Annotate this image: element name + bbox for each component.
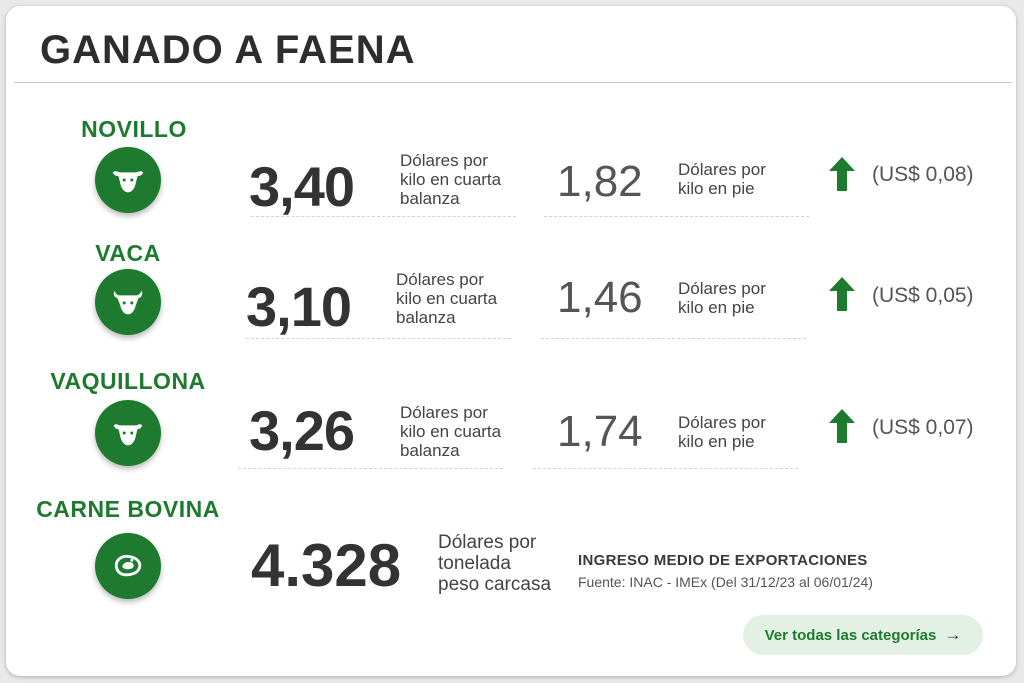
divider — [533, 468, 798, 469]
divider — [541, 338, 806, 339]
vaca-live-unit: Dólares por kilo en pie — [678, 279, 766, 317]
novillo-live-unit: Dólares por kilo en pie — [678, 160, 766, 198]
export-income-title: INGRESO MEDIO DE EXPORTACIONES — [578, 552, 868, 569]
page-title: GANADO A FAENA — [40, 28, 416, 72]
vaquillona-carcass-unit: Dólares por kilo en cuarta balanza — [400, 403, 502, 460]
novillo-change: (US$ 0,08) — [872, 163, 974, 186]
heifer-icon — [95, 400, 161, 466]
divider — [544, 216, 809, 217]
category-label-vaca: VACA — [95, 240, 161, 266]
view-all-categories-label: Ver todas las categorías — [764, 626, 937, 644]
beef-price: 4.328 — [251, 532, 402, 599]
novillo-live-price: 1,82 — [557, 157, 643, 206]
vaquillona-carcass-price: 3,26 — [249, 399, 355, 462]
divider — [251, 216, 516, 217]
vaca-carcass-unit: Dólares por kilo en cuarta balanza — [396, 270, 498, 327]
divider — [238, 468, 503, 469]
cow-icon — [95, 147, 161, 213]
vaca-live-price: 1,46 — [557, 273, 643, 322]
vaca-carcass-price: 3,10 — [246, 275, 352, 338]
arrow-right-icon: → — [944, 625, 962, 644]
category-label-vaquillona: VAQUILLONA — [50, 368, 206, 394]
vaquillona-change: (US$ 0,07) — [872, 416, 974, 439]
trend-up-icon — [829, 409, 855, 443]
vaquillona-live-price: 1,74 — [557, 407, 643, 456]
beef-unit: Dólares por tonelada peso carcasa — [438, 532, 552, 595]
meat-cut-icon — [95, 533, 161, 599]
category-label-novillo: NOVILLO — [81, 116, 187, 142]
novillo-carcass-price: 3,40 — [249, 155, 355, 218]
export-income-source: Fuente: INAC - IMEx (Del 31/12/23 al 06/… — [578, 574, 873, 590]
vaquillona-live-unit: Dólares por kilo en pie — [678, 413, 766, 451]
trend-up-icon — [829, 277, 855, 311]
trend-up-icon — [829, 157, 855, 191]
novillo-carcass-unit: Dólares por kilo en cuarta balanza — [400, 151, 502, 208]
view-all-categories-button[interactable]: Ver todas las categorías → — [743, 615, 983, 655]
bull-icon — [95, 269, 161, 335]
category-label-carne-bovina: CARNE BOVINA — [36, 496, 220, 522]
vaca-change: (US$ 0,05) — [872, 284, 974, 307]
divider — [246, 338, 511, 339]
ganado-card: GANADO A FAENA NOVILLO 3,40 Dólares por k… — [6, 6, 1016, 676]
title-divider — [14, 82, 1012, 83]
